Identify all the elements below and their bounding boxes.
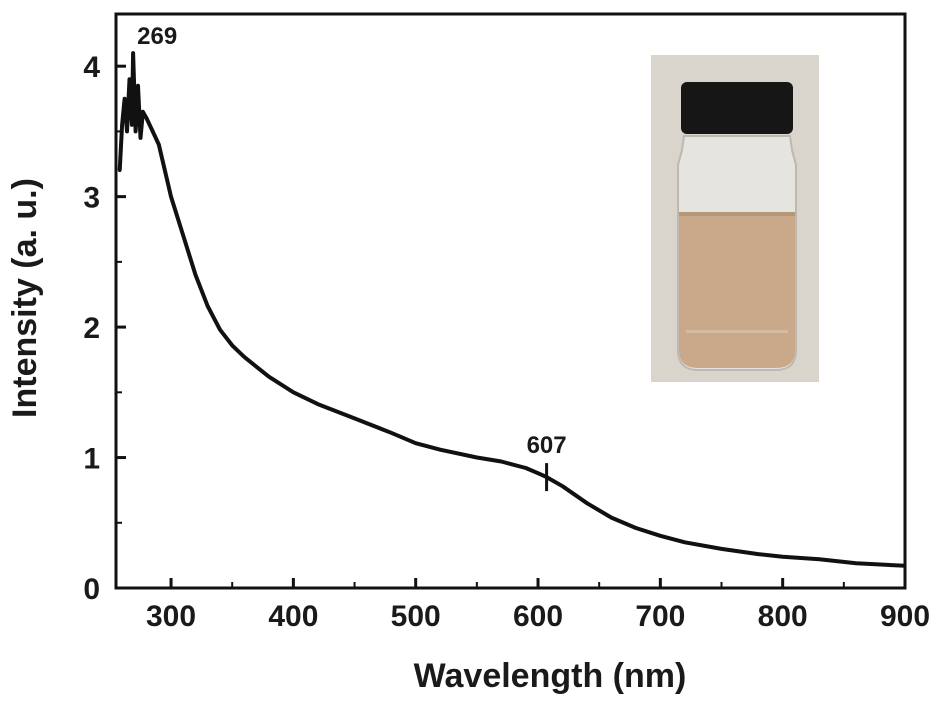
data-point [719, 547, 724, 551]
data-point [151, 129, 155, 133]
data-point [141, 110, 145, 114]
x-tick-label: 300 [146, 600, 196, 633]
y-tick-label: 4 [83, 51, 100, 84]
data-point [683, 540, 687, 544]
data-point [218, 328, 222, 332]
y-tick-label: 1 [83, 443, 100, 476]
x-tick-label: 400 [268, 600, 318, 633]
data-point [854, 561, 858, 565]
data-point [118, 168, 122, 173]
data-point [585, 501, 589, 505]
data-point [389, 431, 393, 435]
data-point [609, 516, 614, 520]
y-tick-label: 0 [83, 573, 100, 606]
data-point [206, 304, 210, 308]
y-tick-label: 2 [83, 312, 100, 345]
data-point [120, 123, 124, 127]
series-layer [117, 51, 907, 568]
x-axis-title: Wavelength (nm) [414, 657, 687, 695]
data-point [634, 526, 638, 530]
peak-label: 269 [137, 23, 177, 50]
data-point [878, 562, 883, 567]
x-tick-label: 700 [635, 600, 685, 633]
vial-reflection [686, 330, 788, 333]
x-tick-label: 800 [758, 600, 808, 633]
annotations: 269 607 [137, 23, 567, 492]
series-line [117, 51, 906, 568]
x-tick-label: 500 [391, 600, 441, 633]
x-tick-label: 600 [513, 600, 563, 633]
data-point [817, 557, 822, 561]
data-point [130, 123, 134, 127]
plot-frame [114, 12, 907, 590]
peak-label: 607 [527, 432, 567, 459]
data-point [414, 441, 418, 445]
data-point [230, 343, 234, 347]
y-axis-title: Intensity (a. u.) [6, 178, 44, 418]
data-point [123, 97, 127, 101]
data-point [157, 142, 161, 147]
data-point [499, 459, 503, 464]
vial-meniscus [679, 212, 795, 216]
vial-liquid [679, 214, 795, 368]
data-point [291, 390, 295, 394]
vial-cap [681, 82, 793, 134]
x-tick-label: 900 [880, 600, 930, 633]
data-point [125, 129, 129, 133]
data-point [242, 355, 246, 359]
axes: 300 400 500 600 700 800 900 0 1 2 3 4 [83, 12, 930, 633]
data-point [781, 555, 785, 559]
data-point [181, 234, 185, 238]
inset-vial-photo [651, 55, 819, 382]
data-point [136, 84, 140, 88]
data-point [267, 375, 271, 379]
data-point [138, 136, 143, 140]
data-point [560, 484, 565, 488]
data-point [352, 416, 357, 420]
data-point [903, 564, 907, 568]
data-point [134, 129, 138, 133]
data-point [193, 273, 198, 277]
data-point [475, 455, 479, 460]
data-point [131, 51, 135, 55]
data-point [169, 195, 173, 199]
data-point [756, 552, 760, 556]
data-point [524, 466, 528, 470]
data-point [145, 116, 149, 120]
data-point [438, 448, 442, 452]
data-point [127, 77, 132, 81]
data-point [316, 402, 320, 406]
y-tick-label: 3 [83, 182, 100, 215]
data-point [536, 471, 540, 475]
data-point [658, 534, 662, 538]
